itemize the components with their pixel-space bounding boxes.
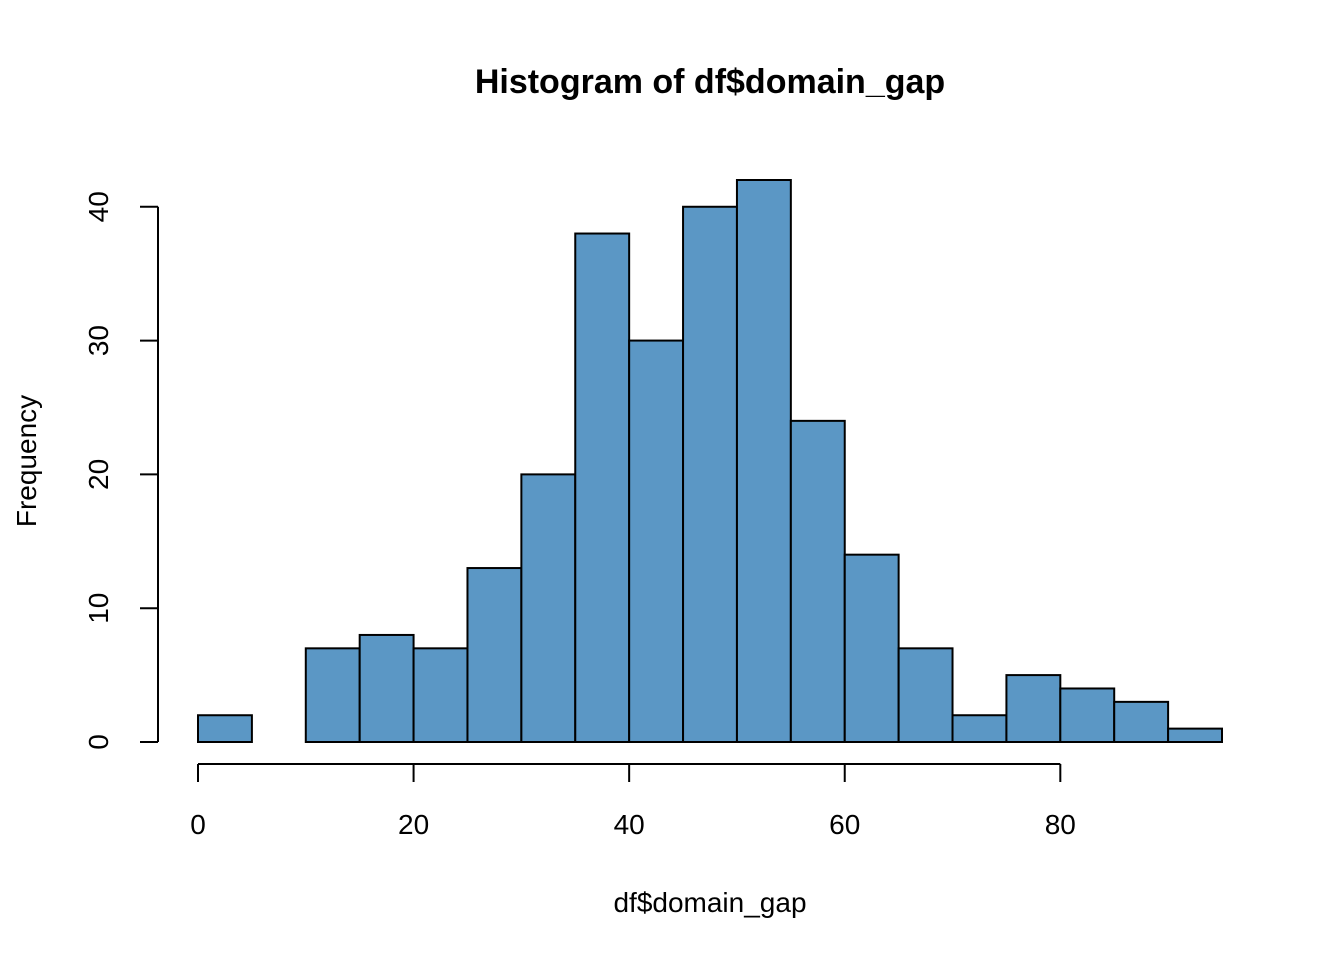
histogram-bar [735, 179, 792, 743]
histogram-bar [951, 714, 1008, 744]
x-tick-label: 20 [398, 809, 429, 840]
y-tick-label: 0 [83, 734, 114, 750]
histogram-bar [197, 714, 253, 744]
x-tick-label: 80 [1045, 809, 1076, 840]
bars-group [197, 179, 1223, 744]
x-tick-label: 0 [190, 809, 206, 840]
y-tick-label: 20 [83, 459, 114, 490]
histogram-bar [520, 473, 577, 743]
x-axis: 0 20 40 60 80 [190, 763, 1076, 840]
y-axis-label: Frequency [11, 395, 42, 527]
y-tick-label: 30 [83, 325, 114, 356]
histogram-bar [1005, 674, 1062, 743]
histogram-bar [789, 419, 846, 743]
x-tick-label: 40 [614, 809, 645, 840]
x-axis-label: df$domain_gap [613, 887, 806, 918]
y-tick-label: 10 [83, 593, 114, 624]
histogram-bar [1059, 687, 1116, 744]
x-tick-label: 60 [829, 809, 860, 840]
histogram-bar [628, 339, 685, 743]
histogram-bar [1167, 727, 1223, 743]
histogram-bar [358, 633, 415, 744]
histogram-bar [574, 232, 631, 743]
histogram-bar [897, 647, 954, 743]
histogram-bar [1113, 700, 1170, 743]
y-tick-label: 40 [83, 191, 114, 222]
histogram-bar [412, 647, 469, 743]
y-axis: 0 10 20 30 40 [83, 191, 159, 750]
chart-title: Histogram of df$domain_gap [475, 63, 945, 101]
histogram-bar [304, 647, 361, 743]
histogram-bar [682, 205, 738, 743]
histogram-bar [843, 553, 900, 744]
histogram-bar [466, 567, 523, 743]
